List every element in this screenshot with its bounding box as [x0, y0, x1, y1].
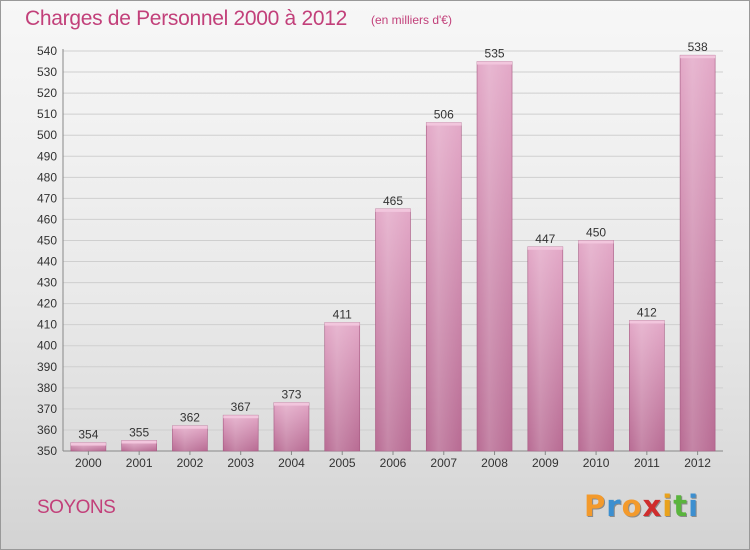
data-label: 412: [637, 305, 657, 319]
bar-top-edge: [172, 426, 207, 429]
data-label: 373: [281, 388, 301, 402]
y-tick-label: 540: [37, 44, 57, 58]
bars: 354 355 362 367 373 411 465 506 535 447 450 412 538: [71, 40, 715, 451]
bar-highlight: [426, 123, 461, 451]
x-tick-label: 2007: [430, 456, 457, 470]
proxiti-logo: Proxiti: [584, 489, 699, 523]
data-label: 362: [180, 411, 200, 425]
x-tick-label: 2004: [278, 456, 305, 470]
bar-highlight: [477, 62, 512, 451]
data-label: 465: [383, 194, 403, 208]
data-label: 538: [688, 40, 708, 54]
y-tick-label: 410: [37, 318, 57, 332]
bar-highlight: [579, 240, 614, 451]
commune-name: SOYONS: [37, 497, 115, 519]
bar-highlight: [223, 415, 258, 451]
y-tick-label: 350: [37, 444, 57, 458]
logo-letter: P: [584, 489, 606, 523]
data-label: 450: [586, 225, 606, 239]
logo-letter: t: [673, 489, 688, 523]
data-label: 535: [485, 47, 505, 61]
y-tick-label: 360: [37, 423, 57, 437]
bar-highlight: [376, 209, 411, 451]
logo-letter: o: [622, 489, 643, 523]
bar-top-edge: [426, 123, 461, 126]
y-tick-label: 430: [37, 276, 57, 290]
data-label: 447: [535, 232, 555, 246]
bar-top-edge: [376, 209, 411, 212]
y-tick-label: 440: [37, 255, 57, 269]
bar-top-edge: [325, 323, 360, 326]
x-tick-label: 2006: [380, 456, 407, 470]
data-label: 411: [333, 308, 352, 322]
y-tick-label: 370: [37, 402, 57, 416]
bar-highlight: [680, 55, 715, 451]
logo-letter: i: [688, 489, 699, 523]
y-tick-label: 530: [37, 65, 57, 79]
x-tick-label: 2009: [532, 456, 559, 470]
bar-top-edge: [477, 62, 512, 65]
bar-top-edge: [528, 247, 563, 250]
x-tick-label: 2012: [684, 456, 711, 470]
x-axis-labels: 2000 2001 2002 2003 2004 2005 2006 2007 2008 2009…: [75, 451, 711, 470]
logo-letter: r: [606, 489, 621, 523]
bar-top-edge: [71, 443, 106, 446]
bar-highlight: [274, 403, 309, 451]
y-tick-label: 490: [37, 149, 57, 163]
bar-highlight: [172, 426, 207, 451]
y-tick-label: 450: [37, 233, 57, 247]
y-tick-label: 390: [37, 360, 57, 374]
data-label: 354: [78, 428, 98, 442]
bar-highlight: [528, 247, 563, 451]
data-label: 355: [129, 425, 149, 439]
y-tick-label: 470: [37, 191, 57, 205]
bar-top-edge: [579, 240, 614, 243]
bar-top-edge: [122, 440, 157, 443]
bar-highlight: [325, 323, 360, 451]
x-tick-label: 2001: [126, 456, 153, 470]
logo-letter: x: [643, 489, 663, 523]
x-tick-label: 2008: [481, 456, 508, 470]
bar-top-edge: [680, 55, 715, 58]
x-tick-label: 2005: [329, 456, 356, 470]
bar-highlight: [629, 320, 664, 451]
bar-top-edge: [629, 320, 664, 323]
y-tick-label: 400: [37, 339, 57, 353]
x-tick-label: 2011: [634, 456, 660, 470]
x-tick-label: 2002: [177, 456, 204, 470]
bar-top-edge: [223, 415, 258, 418]
y-tick-label: 520: [37, 86, 57, 100]
data-label: 367: [231, 400, 251, 414]
y-tick-label: 510: [37, 107, 57, 121]
x-tick-label: 2003: [227, 456, 254, 470]
y-tick-label: 420: [37, 297, 57, 311]
y-tick-label: 480: [37, 170, 57, 184]
logo-letter: i: [662, 489, 673, 523]
y-tick-label: 380: [37, 381, 57, 395]
y-tick-label: 500: [37, 128, 57, 142]
data-label: 506: [434, 108, 454, 122]
x-tick-label: 2000: [75, 456, 102, 470]
y-tick-label: 460: [37, 212, 57, 226]
x-tick-label: 2010: [583, 456, 610, 470]
bar-top-edge: [274, 403, 309, 406]
